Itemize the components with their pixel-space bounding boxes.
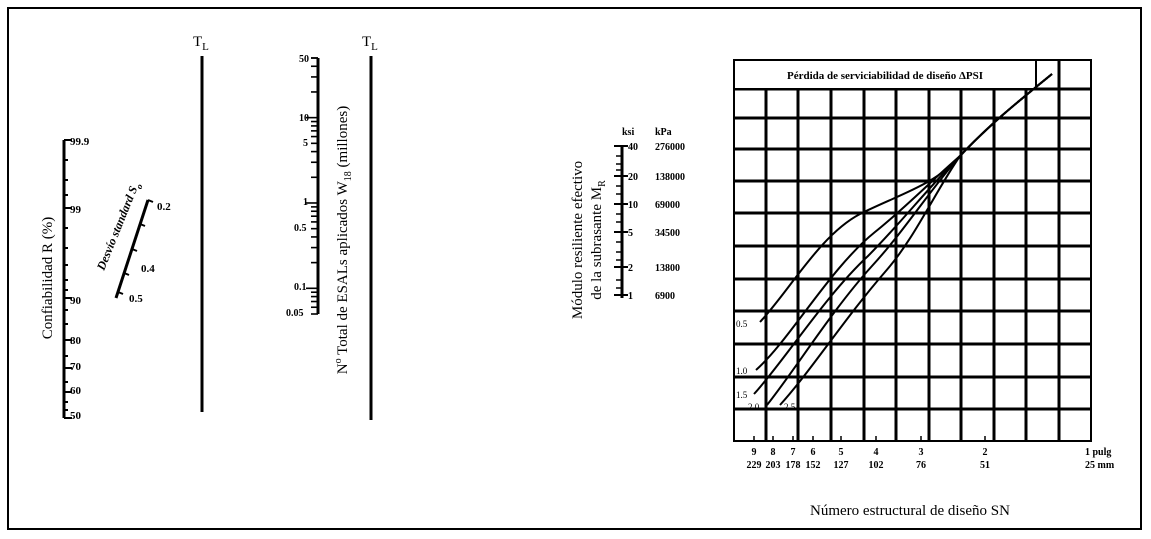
modulus-ksi-label: 20 — [628, 172, 638, 183]
esal-tick: 50 — [299, 54, 309, 65]
modulus-ksi-label: 10 — [628, 200, 638, 211]
sn-inch-label: 7 — [791, 447, 796, 458]
chart-title: Pérdida de serviciabilidad de diseño ΔPS… — [787, 70, 983, 82]
sn-mm-label: 127 — [834, 460, 849, 471]
reliability-tick: 60 — [70, 385, 82, 397]
esal-axis-label: No Total de ESALs aplicados W18 (millone… — [333, 106, 354, 374]
reliability-tick: 80 — [70, 335, 82, 347]
modulus-ksi-label: 1 — [628, 291, 633, 302]
reliability-tick: 99.9 — [70, 136, 90, 148]
modulus-kpa-label: 276000 — [655, 142, 685, 153]
modulus-axis-label-line2: de la subrasante MR — [589, 180, 608, 300]
sn-inch-label: 1 pulg — [1085, 447, 1111, 458]
curve-label: 1.5 — [736, 390, 748, 400]
sn-mm-label: 102 — [869, 460, 884, 471]
curve-label: 0.5 — [736, 319, 748, 329]
modulus-ksi-label: 5 — [628, 228, 633, 239]
modulus-kpa-label: 34500 — [655, 228, 680, 239]
sn-mm-label: 76 — [916, 460, 926, 471]
esal-tick: 0.1 — [294, 282, 307, 293]
std-dev-tick: 0.5 — [129, 293, 143, 305]
esal-tick: 0.05 — [286, 308, 304, 319]
tl-label: TL — [193, 34, 209, 53]
std-dev-tick: 0.2 — [157, 201, 171, 213]
reliability-tick: 99 — [70, 204, 82, 216]
sn-mm-label: 152 — [806, 460, 821, 471]
curve-label: 1.0 — [736, 366, 748, 376]
reliability-axis-label: Confiabilidad R (%) — [40, 217, 56, 339]
sn-inch-label: 2 — [983, 447, 988, 458]
sn-axis-label: Número estructural de diseño SN — [810, 503, 1010, 519]
std-dev-scale: 0.2 0.4 0.5 Desvío standard So — [93, 179, 171, 305]
tl-line-1: TL — [193, 34, 209, 412]
reliability-tick: 90 — [70, 295, 82, 307]
sn-mm-label: 229 — [747, 460, 762, 471]
std-dev-label: Desvío standard So — [93, 179, 144, 274]
chart-title-box — [733, 59, 1037, 90]
psi-curve — [779, 73, 1053, 406]
esal-tick: 5 — [303, 138, 308, 149]
reliability-tick: 70 — [70, 361, 82, 373]
sn-mm-label: 203 — [766, 460, 781, 471]
sn-inch-label: 4 — [874, 447, 879, 458]
esal-scale: 50 10 5 1 0.5 0.1 0.05 No Total de ESALs… — [286, 54, 354, 374]
modulus-kpa-label: 13800 — [655, 263, 680, 274]
modulus-kpa-label: 6900 — [655, 291, 675, 302]
figure-frame — [7, 7, 1142, 530]
sn-inch-label: 3 — [919, 447, 924, 458]
modulus-axis-label-line1: Módulo resiliente efectivo — [570, 161, 586, 319]
modulus-ksi-label: 2 — [628, 263, 633, 274]
esal-tick: 10 — [299, 113, 309, 124]
reliability-scale: 99.9 99 90 80 70 60 50 Confiabilidad R (… — [40, 136, 90, 422]
modulus-kpa-label: 138000 — [655, 172, 685, 183]
sn-mm-label: 25 mm — [1085, 460, 1115, 471]
sn-inch-label: 6 — [811, 447, 816, 458]
esal-tick: 0.5 — [294, 223, 307, 234]
sn-inch-label: 8 — [771, 447, 776, 458]
modulus-ksi-label: 40 — [628, 142, 638, 153]
curve-label: 2.0 — [748, 402, 760, 412]
sn-mm-label: 178 — [786, 460, 801, 471]
tl-line-2: TL — [362, 34, 378, 420]
reliability-tick: 50 — [70, 410, 82, 422]
sn-inch-label: 9 — [752, 447, 757, 458]
modulus-unit-ksi: ksi — [622, 127, 634, 138]
modulus-kpa-label: 69000 — [655, 200, 680, 211]
sn-inch-label: 5 — [839, 447, 844, 458]
esal-tick: 1 — [303, 197, 308, 208]
std-dev-tick: 0.4 — [141, 263, 155, 275]
tl-label: TL — [362, 34, 378, 53]
modulus-unit-kpa: kPa — [655, 127, 672, 138]
modulus-scale: ksi kPa 40 276000 20 138000 10 69000 5 34500 2 13… — [570, 127, 685, 319]
sn-mm-label: 51 — [980, 460, 990, 471]
curve-label: 2.5 — [784, 402, 796, 412]
design-chart: Pérdida de serviciabilidad de diseño ΔPS… — [733, 59, 1115, 519]
